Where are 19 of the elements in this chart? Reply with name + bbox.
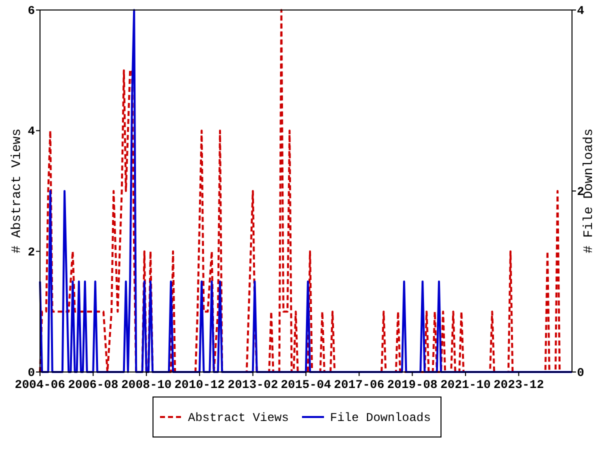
x-tick-label: 2019-08 <box>387 378 438 392</box>
x-tick-label: 2015-04 <box>280 378 332 392</box>
x-tick-label: 2023-12 <box>493 378 544 392</box>
y-tick-label: 4 <box>28 124 35 139</box>
x-tick-label: 2004-06 <box>14 378 66 392</box>
y-tick-label: 0 <box>28 366 35 380</box>
x-tick-label: 2017-06 <box>334 378 384 392</box>
y-tick-label: 6 <box>28 4 35 18</box>
x-tick-label: 2021-10 <box>440 378 491 392</box>
y2-tick-label: 0 <box>577 366 584 380</box>
x-tick-label: 2008-10 <box>121 378 172 392</box>
y2-tick-label: 4 <box>577 4 584 18</box>
legend-label: File Downloads <box>330 411 431 425</box>
y-tick-label: 2 <box>28 245 35 260</box>
x-tick-label: 2010-12 <box>174 378 225 392</box>
legend-label: Abstract Views <box>188 411 289 425</box>
x-tick-label: 2006-08 <box>68 378 118 392</box>
y-axis-title: # Abstract Views <box>9 128 24 254</box>
x-tick-label: 2013-02 <box>228 378 278 392</box>
